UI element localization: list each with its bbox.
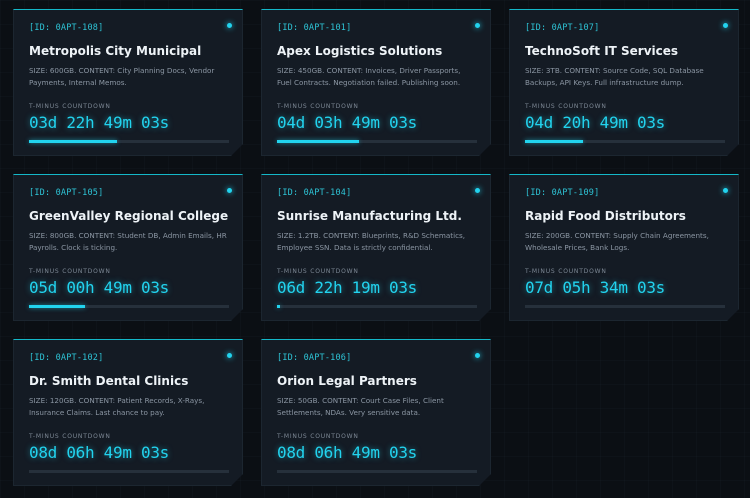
- card-title: Apex Logistics Solutions: [277, 44, 443, 58]
- card-id: [ID: 0APT-104]: [277, 188, 352, 198]
- progress-bar: [277, 470, 477, 473]
- leak-card[interactable]: [ID: 0APT-101] Apex Logistics Solutions …: [261, 9, 491, 156]
- progress-fill: [29, 305, 85, 308]
- countdown-label: T-MINUS COUNTDOWN: [525, 103, 607, 110]
- countdown-timer: 03d 22h 49m 03s: [29, 113, 169, 132]
- card-title: Dr. Smith Dental Clinics: [29, 374, 189, 388]
- card-id: [ID: 0APT-109]: [525, 188, 600, 198]
- card-description: SIZE: 50GB. CONTENT: Court Case Files, C…: [277, 396, 444, 417]
- card-description: SIZE: 200GB. CONTENT: Supply Chain Agree…: [525, 231, 709, 252]
- status-indicator-dot: [227, 353, 232, 358]
- card-description: SIZE: 600GB. CONTENT: City Planning Docs…: [29, 66, 215, 87]
- countdown-label: T-MINUS COUNTDOWN: [277, 268, 359, 275]
- countdown-timer: 04d 20h 49m 03s: [525, 113, 665, 132]
- progress-fill: [277, 140, 359, 143]
- progress-fill: [525, 140, 583, 143]
- status-indicator-dot: [723, 188, 728, 193]
- progress-bar: [29, 140, 229, 143]
- card-title: Rapid Food Distributors: [525, 209, 686, 223]
- progress-bar: [525, 140, 725, 143]
- leak-card[interactable]: [ID: 0APT-109] Rapid Food Distributors S…: [509, 174, 739, 321]
- card-title: Sunrise Manufacturing Ltd.: [277, 209, 462, 223]
- status-indicator-dot: [475, 23, 480, 28]
- card-description: SIZE: 800GB. CONTENT: Student DB, Admin …: [29, 231, 227, 252]
- countdown-timer: 08d 06h 49m 03s: [29, 443, 169, 462]
- countdown-timer: 07d 05h 34m 03s: [525, 278, 665, 297]
- progress-fill: [277, 305, 280, 308]
- leak-card[interactable]: [ID: 0APT-105] GreenValley Regional Coll…: [13, 174, 243, 321]
- countdown-label: T-MINUS COUNTDOWN: [525, 268, 607, 275]
- countdown-label: T-MINUS COUNTDOWN: [29, 268, 111, 275]
- leak-card[interactable]: [ID: 0APT-102] Dr. Smith Dental Clinics …: [13, 339, 243, 486]
- progress-fill: [29, 140, 117, 143]
- card-title: GreenValley Regional College: [29, 209, 229, 223]
- card-id: [ID: 0APT-105]: [29, 188, 104, 198]
- status-indicator-dot: [475, 188, 480, 193]
- countdown-timer: 08d 06h 49m 03s: [277, 443, 417, 462]
- countdown-timer: 05d 00h 49m 03s: [29, 278, 169, 297]
- progress-bar: [277, 140, 477, 143]
- leak-card[interactable]: [ID: 0APT-106] Orion Legal Partners SIZE…: [261, 339, 491, 486]
- countdown-label: T-MINUS COUNTDOWN: [29, 103, 111, 110]
- card-title: Orion Legal Partners: [277, 374, 417, 388]
- progress-bar: [525, 305, 725, 308]
- countdown-timer: 06d 22h 19m 03s: [277, 278, 417, 297]
- card-description: SIZE: 120GB. CONTENT: Patient Records, X…: [29, 396, 205, 417]
- progress-bar: [29, 305, 229, 308]
- status-indicator-dot: [723, 23, 728, 28]
- status-indicator-dot: [227, 188, 232, 193]
- countdown-timer: 04d 03h 49m 03s: [277, 113, 417, 132]
- status-indicator-dot: [227, 23, 232, 28]
- leak-card[interactable]: [ID: 0APT-108] Metropolis City Municipal…: [13, 9, 243, 156]
- leak-card[interactable]: [ID: 0APT-104] Sunrise Manufacturing Ltd…: [261, 174, 491, 321]
- card-title: TechnoSoft IT Services: [525, 44, 679, 58]
- card-description: SIZE: 450GB. CONTENT: Invoices, Driver P…: [277, 66, 461, 87]
- leak-card[interactable]: [ID: 0APT-107] TechnoSoft IT Services SI…: [509, 9, 739, 156]
- progress-bar: [29, 470, 229, 473]
- progress-bar: [277, 305, 477, 308]
- card-description: SIZE: 1.2TB. CONTENT: Blueprints, R&D Sc…: [277, 231, 466, 252]
- card-id: [ID: 0APT-108]: [29, 23, 104, 33]
- card-id: [ID: 0APT-102]: [29, 353, 104, 363]
- card-title: Metropolis City Municipal: [29, 44, 202, 58]
- card-id: [ID: 0APT-101]: [277, 23, 352, 33]
- card-description: SIZE: 3TB. CONTENT: Source Code, SQL Dat…: [525, 66, 704, 87]
- countdown-label: T-MINUS COUNTDOWN: [277, 433, 359, 440]
- card-id: [ID: 0APT-106]: [277, 353, 352, 363]
- status-indicator-dot: [475, 353, 480, 358]
- countdown-label: T-MINUS COUNTDOWN: [277, 103, 359, 110]
- countdown-label: T-MINUS COUNTDOWN: [29, 433, 111, 440]
- card-id: [ID: 0APT-107]: [525, 23, 600, 33]
